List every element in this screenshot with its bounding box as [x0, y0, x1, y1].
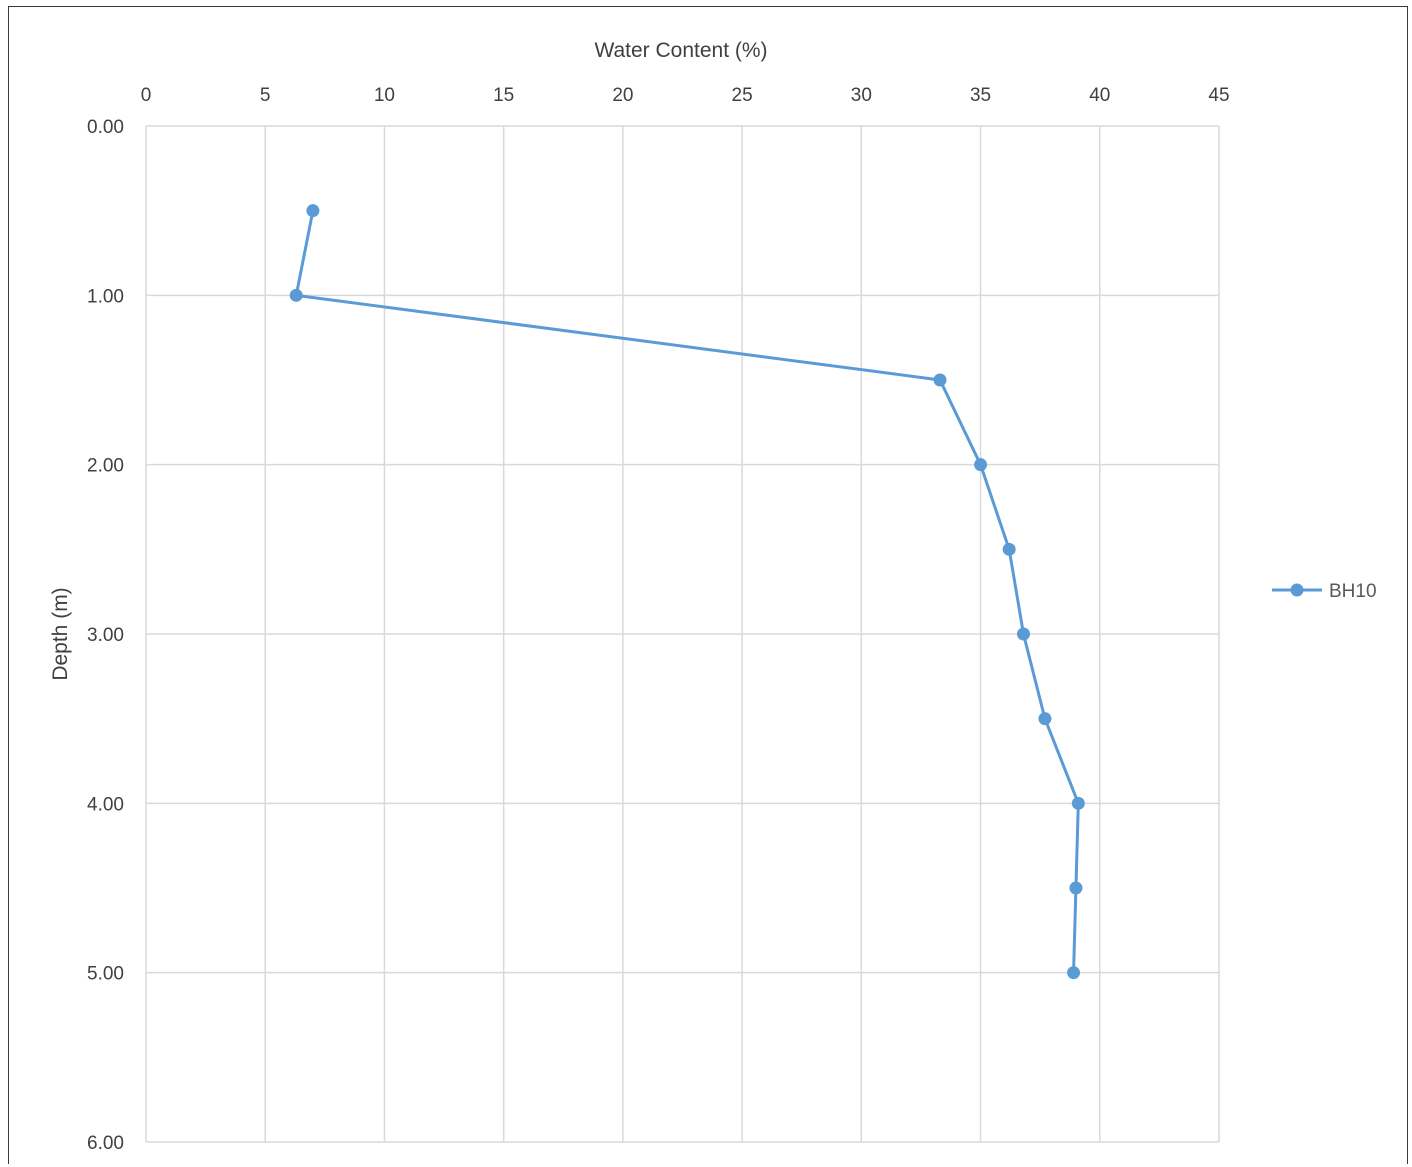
x-tick-label: 10: [374, 85, 395, 106]
series-layer: [289, 204, 1085, 980]
x-axis-ticks: 0 5 10 15 20 25 30 35 40 45: [141, 85, 1230, 106]
y-tick-label: 3.00: [87, 625, 124, 646]
y-tick-label: 1.00: [87, 286, 124, 307]
data-point: [974, 458, 988, 472]
data-point: [1067, 966, 1081, 980]
data-point: [933, 373, 947, 387]
y-tick-label: 6.00: [87, 1133, 124, 1154]
legend-marker: [1290, 583, 1304, 597]
legend-label: BH10: [1329, 581, 1377, 602]
y-tick-label: 0.00: [87, 117, 124, 138]
y-tick-label: 5.00: [87, 964, 124, 985]
x-tick-label: 40: [1089, 85, 1110, 106]
data-point: [1016, 627, 1030, 641]
x-tick-label: 0: [141, 85, 152, 106]
y-tick-label: 4.00: [87, 794, 124, 815]
series-bh10: [289, 204, 1085, 980]
x-tick-label: 35: [970, 85, 991, 106]
x-tick-label: 20: [612, 85, 633, 106]
chart-frame: [8, 6, 1408, 1164]
x-tick-label: 15: [493, 85, 514, 106]
series-line: [294, 210, 1080, 973]
data-point: [1069, 881, 1083, 895]
data-point: [1071, 796, 1085, 810]
data-point: [306, 204, 320, 218]
x-axis-title: Water Content (%): [594, 39, 767, 62]
data-point: [1002, 542, 1016, 556]
y-axis-title: Depth (m): [49, 587, 72, 680]
data-point: [1038, 712, 1052, 726]
x-tick-label: 30: [851, 85, 872, 106]
x-tick-label: 5: [260, 85, 271, 106]
x-tick-label: 45: [1208, 85, 1229, 106]
legend: BH10: [1272, 581, 1377, 602]
data-point: [289, 288, 303, 302]
grid: [145, 125, 1220, 1143]
y-tick-label: 2.00: [87, 456, 124, 477]
y-axis-ticks: 0.00 1.00 2.00 3.00 4.00 5.00 6.00: [87, 117, 124, 1154]
x-tick-label: 25: [732, 85, 753, 106]
